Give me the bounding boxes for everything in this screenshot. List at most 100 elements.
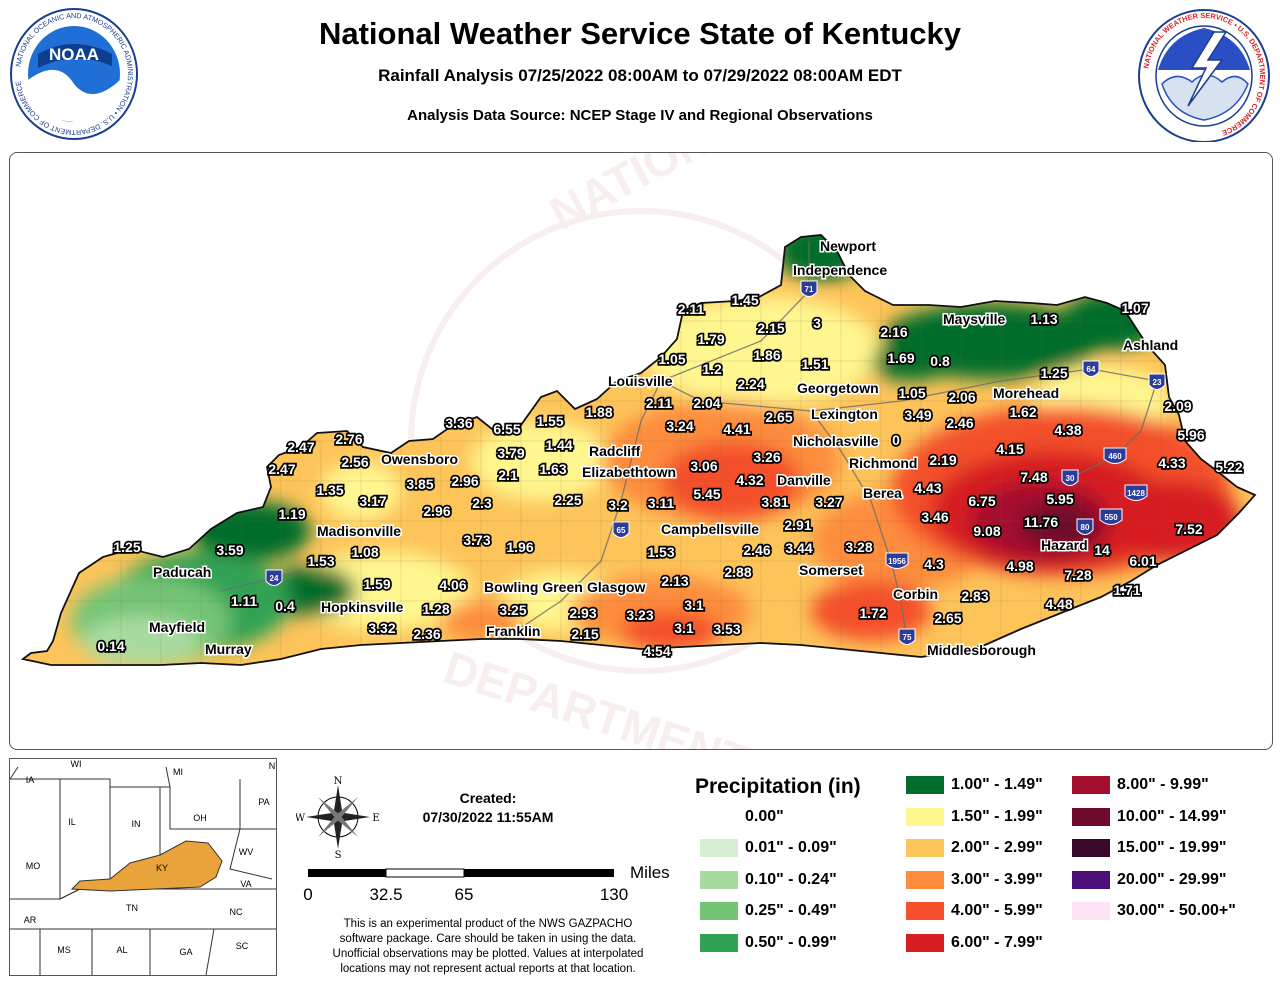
observation-value: 3 <box>813 315 821 331</box>
legend-swatch <box>700 902 738 920</box>
compass-n: N <box>334 776 343 787</box>
observation-value: 2.15 <box>757 320 784 336</box>
city-label: Georgetown <box>797 380 879 396</box>
disclaimer-line: locations may not represent actual repor… <box>340 963 636 975</box>
locator-inset-map: WI MI NY IA PA IL IN OH WV MO KY VA TN NC AR MS AL GA SC <box>9 758 277 976</box>
city-label: Campbellsville <box>661 521 759 537</box>
city-label: Nicholasville <box>793 433 879 449</box>
interstate-number: 75 <box>903 633 912 642</box>
observation-value: 3.24 <box>666 418 693 434</box>
observation-value: 4.15 <box>996 441 1023 457</box>
inset-state-label: IL <box>68 817 76 827</box>
observation-value: 1.86 <box>753 347 780 363</box>
observation-value: 1.53 <box>307 553 334 569</box>
observation-value: 3.44 <box>785 540 812 556</box>
interstate-shield-icon: 1428 <box>1124 484 1148 501</box>
interstate-number: 24 <box>270 574 279 583</box>
city-label: Maysville <box>943 311 1005 327</box>
scale-tick-2: 65 <box>455 885 474 904</box>
observation-value: 3.32 <box>368 620 395 636</box>
disclaimer-note: This is an experimental product of the N… <box>290 917 686 977</box>
city-label: Owensboro <box>381 451 458 467</box>
observation-value: 4.43 <box>914 480 941 496</box>
observation-value: 3.1 <box>684 597 704 613</box>
legend-label: 3.00" - 3.99" <box>951 870 1043 888</box>
observation-value: 2.11 <box>678 301 705 317</box>
interstate-number: 71 <box>805 285 814 294</box>
kentucky-map-canvas: NATIONAL WEATHER DEPARTMENT OF COMMERCE <box>22 153 1256 749</box>
legend-label: 10.00" - 14.99" <box>1117 807 1227 825</box>
observation-value: 3.36 <box>445 415 472 431</box>
watermark-top: NATIONAL WEATHER <box>541 153 985 240</box>
observation-value: 1.45 <box>731 292 758 308</box>
legend-swatch <box>1072 839 1110 857</box>
legend-label: 0.10" - 0.24" <box>745 870 837 888</box>
legend-label: 15.00" - 19.99" <box>1117 839 1227 856</box>
legend-swatch <box>906 902 944 920</box>
interstate-number: 23 <box>1153 378 1162 387</box>
observation-value: 2.56 <box>341 454 368 470</box>
observation-value: 4.38 <box>1054 422 1081 438</box>
legend-swatch <box>906 933 944 952</box>
page-subtitle: Rainfall Analysis 07/25/2022 08:00AM to … <box>378 66 902 85</box>
observation-value: 7.52 <box>1175 521 1202 537</box>
observation-value: 1.71 <box>1113 582 1140 598</box>
observation-value: 2.96 <box>423 503 450 519</box>
nws-logo-icon: NATIONAL WEATHER SERVICE • U.S. DEPARTME… <box>1138 9 1270 142</box>
interstate-shield-icon: 80 <box>1076 518 1094 535</box>
city-label: Richmond <box>849 455 917 471</box>
observation-value: 4.98 <box>1006 558 1033 574</box>
observation-value: 1.72 <box>859 605 886 621</box>
interstate-number: 30 <box>1066 474 1075 483</box>
interstate-shield-icon: 550 <box>1099 508 1123 525</box>
observation-value: 1.53 <box>647 544 674 560</box>
inset-state-label: AR <box>24 915 37 925</box>
observation-value: 3.27 <box>815 494 842 510</box>
observation-value: 0.8 <box>930 353 950 369</box>
observation-value: 3.06 <box>690 458 717 474</box>
inset-state-label: OH <box>193 813 207 823</box>
interstate-number: 1428 <box>1127 489 1145 498</box>
inset-state-label: MO <box>26 861 41 871</box>
observation-value: 3.49 <box>904 407 931 423</box>
observation-value: 4.54 <box>643 643 670 659</box>
legend-swatch <box>906 807 944 826</box>
legend-label: 0.50" - 0.99" <box>745 933 837 951</box>
legend-swatch <box>906 776 944 794</box>
observation-value: 14 <box>1094 542 1110 558</box>
observation-value: 3.81 <box>761 494 788 510</box>
observation-value: 3.2 <box>608 497 628 513</box>
observation-value: 2.3 <box>472 495 492 511</box>
city-label: Mayfield <box>149 619 205 635</box>
observation-value: 2.24 <box>737 376 764 392</box>
scale-tick-1: 32.5 <box>369 885 402 904</box>
observation-value: 2.88 <box>724 564 751 580</box>
observation-value: 2.65 <box>765 409 792 425</box>
observation-value: 2.36 <box>413 626 440 642</box>
legend-label: 0.01" - 0.09" <box>745 839 837 856</box>
rainfall-map[interactable]: NATIONAL WEATHER DEPARTMENT OF COMMERCE <box>9 152 1273 750</box>
city-label: Somerset <box>799 562 863 578</box>
city-label: Murray <box>205 641 252 657</box>
observation-value: 1.19 <box>278 506 305 522</box>
interstate-number: 65 <box>617 526 626 535</box>
observation-value: 1.13 <box>1030 311 1057 327</box>
interstate-shield-icon: 24 <box>265 569 283 586</box>
observation-value: 6.01 <box>1129 553 1156 569</box>
observation-value: 2.83 <box>961 588 988 604</box>
inset-state-label: MS <box>57 945 71 955</box>
observation-value: 1.59 <box>363 576 390 592</box>
observation-value: 1.25 <box>1040 365 1067 381</box>
observation-value: 4.06 <box>439 577 466 593</box>
observation-value: 3.17 <box>359 493 386 509</box>
observation-value: 11.76 <box>1024 514 1058 530</box>
compass-s: S <box>335 850 342 859</box>
observation-value: 2.25 <box>554 492 581 508</box>
observation-value: 1.05 <box>898 385 925 401</box>
inset-state-label: SC <box>236 941 249 951</box>
observation-value: 1.07 <box>1121 300 1148 316</box>
legend-label: 30.00" - 50.00+" <box>1117 902 1236 919</box>
observation-value: 2.16 <box>880 324 907 340</box>
city-label: Newport <box>820 238 876 254</box>
